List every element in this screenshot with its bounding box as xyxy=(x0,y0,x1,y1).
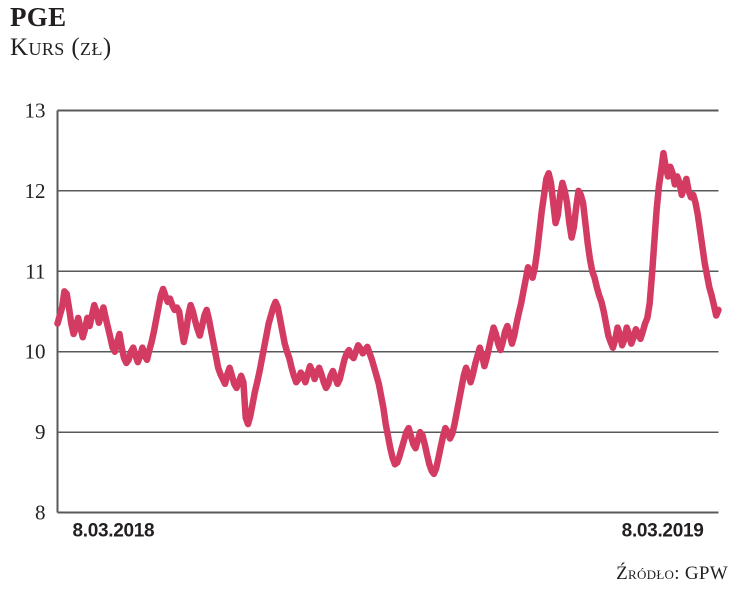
y-tick-12: 12 xyxy=(25,179,46,203)
y-tick-10: 10 xyxy=(25,340,46,364)
y-tick-9: 9 xyxy=(35,420,46,444)
y-axis-tick-labels: 8 9 10 11 12 13 xyxy=(25,99,46,525)
x-tick-0: 8.03.2018 xyxy=(73,521,155,542)
chart-header: PGE Kurs (zł) xyxy=(10,2,510,62)
chart-subtitle: Kurs (zł) xyxy=(10,34,112,61)
price-line-series xyxy=(54,149,722,478)
y-tick-8: 8 xyxy=(35,501,46,525)
x-axis-tick-labels: 8.03.2018 8.03.2019 xyxy=(73,521,704,542)
y-tick-13: 13 xyxy=(25,99,46,123)
x-tick-1: 8.03.2019 xyxy=(622,521,704,542)
source-note: Źródło: GPW xyxy=(616,563,728,584)
gridlines xyxy=(57,109,719,514)
y-tick-11: 11 xyxy=(25,259,45,283)
page-title: PGE xyxy=(10,2,67,32)
